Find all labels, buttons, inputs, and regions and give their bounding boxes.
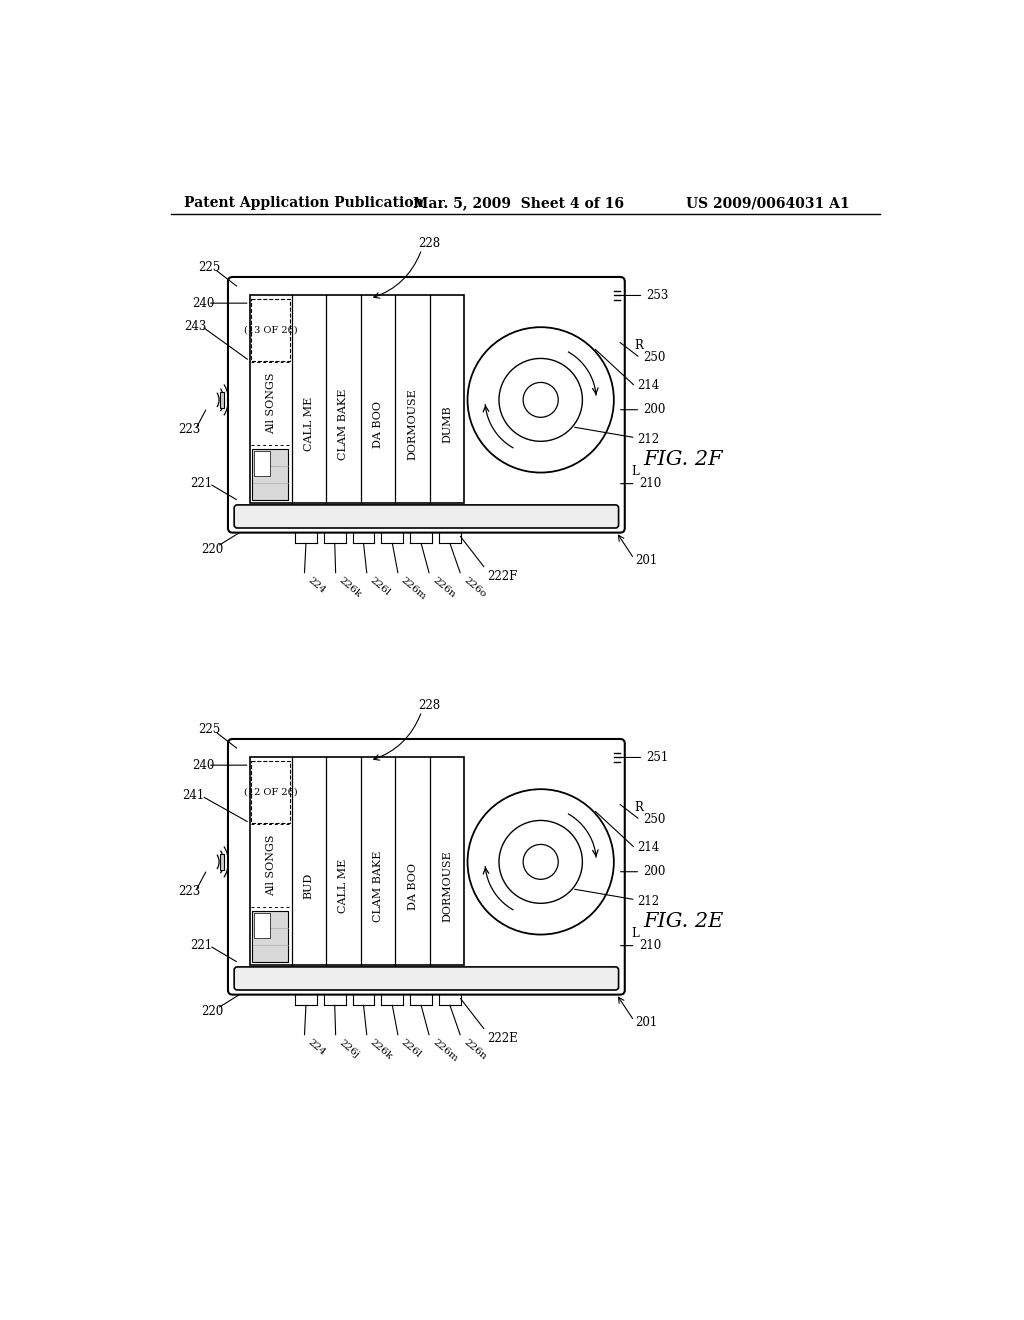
Text: 243: 243	[184, 319, 207, 333]
Text: 225: 225	[198, 261, 220, 275]
Text: 200: 200	[643, 865, 666, 878]
Text: (13 OF 26): (13 OF 26)	[244, 325, 297, 334]
Bar	[250, 296, 464, 503]
Text: 250: 250	[643, 351, 666, 364]
Text: Mar. 5, 2009  Sheet 4 of 16: Mar. 5, 2009 Sheet 4 of 16	[414, 197, 625, 210]
Text: 226m: 226m	[430, 1038, 459, 1064]
FancyBboxPatch shape	[234, 506, 618, 528]
Text: 240: 240	[193, 759, 215, 772]
Text: All SONGS: All SONGS	[265, 372, 275, 434]
Bar	[252, 449, 289, 500]
Text: 224: 224	[306, 1038, 327, 1057]
Text: CLAM BAKE: CLAM BAKE	[338, 388, 348, 461]
Text: DA BOO: DA BOO	[373, 401, 383, 447]
Text: FIG. 2F: FIG. 2F	[643, 450, 723, 469]
Text: 210: 210	[639, 939, 660, 952]
Text: 241: 241	[182, 789, 205, 803]
Text: 251: 251	[646, 751, 669, 764]
Text: US 2009/0064031 A1: US 2009/0064031 A1	[686, 197, 850, 210]
Text: L: L	[632, 465, 640, 478]
Text: 226n: 226n	[462, 1038, 487, 1061]
Bar	[251, 760, 290, 822]
FancyBboxPatch shape	[234, 966, 618, 990]
Text: DUMB: DUMB	[442, 405, 452, 444]
Text: 226k: 226k	[369, 1038, 394, 1061]
Text: 221: 221	[190, 939, 212, 952]
Text: CALL ME: CALL ME	[304, 397, 313, 451]
Text: DA BOO: DA BOO	[408, 863, 418, 909]
Text: 220: 220	[202, 1005, 224, 1018]
Text: 212: 212	[637, 895, 659, 908]
Text: 201: 201	[636, 1016, 657, 1028]
Text: 210: 210	[639, 477, 660, 490]
Text: Patent Application Publication: Patent Application Publication	[183, 197, 424, 210]
Text: All SONGS: All SONGS	[265, 834, 275, 896]
Text: 250: 250	[643, 813, 666, 826]
Bar	[252, 911, 289, 962]
Text: 240: 240	[193, 297, 215, 310]
Bar	[254, 451, 270, 477]
Text: 226l: 226l	[369, 576, 392, 598]
Bar	[251, 298, 290, 360]
Text: 226m: 226m	[399, 576, 428, 602]
Text: CLAM BAKE: CLAM BAKE	[373, 850, 383, 923]
Bar	[220, 392, 224, 408]
Text: 225: 225	[198, 723, 220, 737]
Bar	[220, 854, 224, 870]
Text: BUD: BUD	[304, 874, 313, 899]
FancyBboxPatch shape	[228, 739, 625, 995]
Text: 226l: 226l	[399, 1038, 423, 1060]
Bar	[254, 913, 270, 939]
Text: 214: 214	[637, 379, 659, 392]
Text: FIG. 2E: FIG. 2E	[643, 912, 724, 931]
Text: 223: 223	[178, 884, 201, 898]
Text: 212: 212	[637, 433, 659, 446]
Text: 228: 228	[419, 236, 440, 249]
Text: 201: 201	[636, 554, 657, 566]
Text: 221: 221	[190, 477, 212, 490]
Text: 224: 224	[306, 576, 327, 595]
Text: 226j: 226j	[337, 1038, 360, 1060]
Text: 214: 214	[637, 841, 659, 854]
Text: 226o: 226o	[462, 576, 487, 599]
Text: (12 OF 26): (12 OF 26)	[244, 787, 297, 796]
Text: 226k: 226k	[337, 576, 362, 599]
Text: 222E: 222E	[487, 1032, 518, 1045]
FancyBboxPatch shape	[228, 277, 625, 533]
Text: 222F: 222F	[487, 570, 518, 583]
Text: 220: 220	[202, 543, 224, 556]
Text: DORMOUSE: DORMOUSE	[408, 388, 418, 461]
Text: L: L	[632, 927, 640, 940]
Text: 253: 253	[646, 289, 669, 302]
Text: 228: 228	[419, 698, 440, 711]
Text: 200: 200	[643, 403, 666, 416]
Text: CALL ME: CALL ME	[338, 859, 348, 913]
Bar	[250, 758, 464, 965]
Text: DORMOUSE: DORMOUSE	[442, 850, 452, 923]
Text: R: R	[634, 801, 643, 814]
Text: 223: 223	[178, 422, 201, 436]
Text: 226n: 226n	[430, 576, 457, 599]
Text: R: R	[634, 339, 643, 352]
